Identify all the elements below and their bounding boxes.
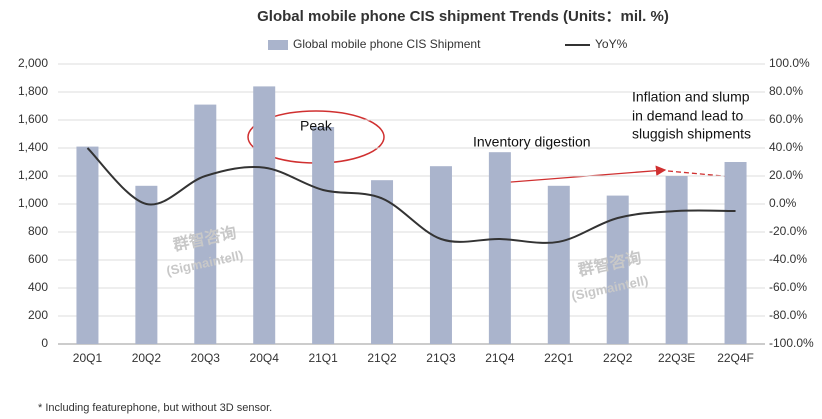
y2-tick-label: -60.0% <box>769 280 807 294</box>
bar <box>488 152 511 344</box>
y-tick-label: 200 <box>28 308 48 322</box>
annotation: Inflation and slump <box>632 89 750 105</box>
bar <box>194 104 217 344</box>
y2-tick-label: 40.0% <box>769 140 803 154</box>
annotation: Peak <box>300 118 333 134</box>
yoy-line <box>86 147 736 244</box>
y-tick-label: 600 <box>28 252 48 266</box>
legend-label: YoY% <box>595 37 628 51</box>
x-tick-label: 22Q3E <box>658 351 695 365</box>
bar <box>606 195 629 344</box>
bar <box>665 176 688 344</box>
y2-tick-label: -100.0% <box>769 336 814 350</box>
bar <box>135 185 158 344</box>
x-tick-label: 22Q1 <box>544 351 574 365</box>
y-tick-label: 0 <box>41 336 48 350</box>
bar <box>371 180 394 344</box>
footnote: * Including featurephone, but without 3D… <box>38 402 272 414</box>
x-tick-label: 20Q4 <box>250 351 280 365</box>
x-tick-label: 21Q4 <box>485 351 515 365</box>
y2-tick-label: 100.0% <box>769 56 810 70</box>
y2-tick-label: -20.0% <box>769 224 807 238</box>
annotation: in demand lead to <box>632 108 744 124</box>
legend-swatch <box>268 40 288 50</box>
y-tick-label: 2,000 <box>18 56 48 70</box>
y-tick-label: 400 <box>28 280 48 294</box>
y2-tick-label: -80.0% <box>769 308 807 322</box>
x-tick-label: 20Q2 <box>132 351 162 365</box>
bar <box>547 185 570 344</box>
x-tick-label: 20Q3 <box>191 351 221 365</box>
y2-tick-label: -40.0% <box>769 252 807 266</box>
y-tick-label: 1,200 <box>18 168 48 182</box>
bar <box>312 127 335 344</box>
y-tick-label: 1,800 <box>18 84 48 98</box>
y-tick-label: 1,600 <box>18 112 48 126</box>
y-tick-label: 1,400 <box>18 140 48 154</box>
x-tick-label: 21Q2 <box>367 351 397 365</box>
bar <box>724 162 747 344</box>
y2-tick-label: 20.0% <box>769 168 803 182</box>
y2-tick-label: 0.0% <box>769 196 797 210</box>
annotation: sluggish shipments <box>632 126 751 142</box>
x-tick-label: 21Q1 <box>308 351 338 365</box>
y2-tick-label: 60.0% <box>769 112 803 126</box>
chart-title: Global mobile phone CIS shipment Trends … <box>257 8 669 25</box>
y-tick-label: 1,000 <box>18 196 48 210</box>
y-tick-label: 800 <box>28 224 48 238</box>
bar <box>76 146 99 344</box>
bar <box>253 86 276 345</box>
y2-tick-label: 80.0% <box>769 84 803 98</box>
x-tick-label: 22Q4F <box>717 351 754 365</box>
annotation: Inventory digestion <box>473 134 591 150</box>
legend-label: Global mobile phone CIS Shipment <box>293 37 481 51</box>
bar <box>429 166 452 344</box>
x-tick-label: 21Q3 <box>426 351 456 365</box>
x-tick-label: 22Q2 <box>603 351 633 365</box>
x-tick-label: 20Q1 <box>73 351 103 365</box>
